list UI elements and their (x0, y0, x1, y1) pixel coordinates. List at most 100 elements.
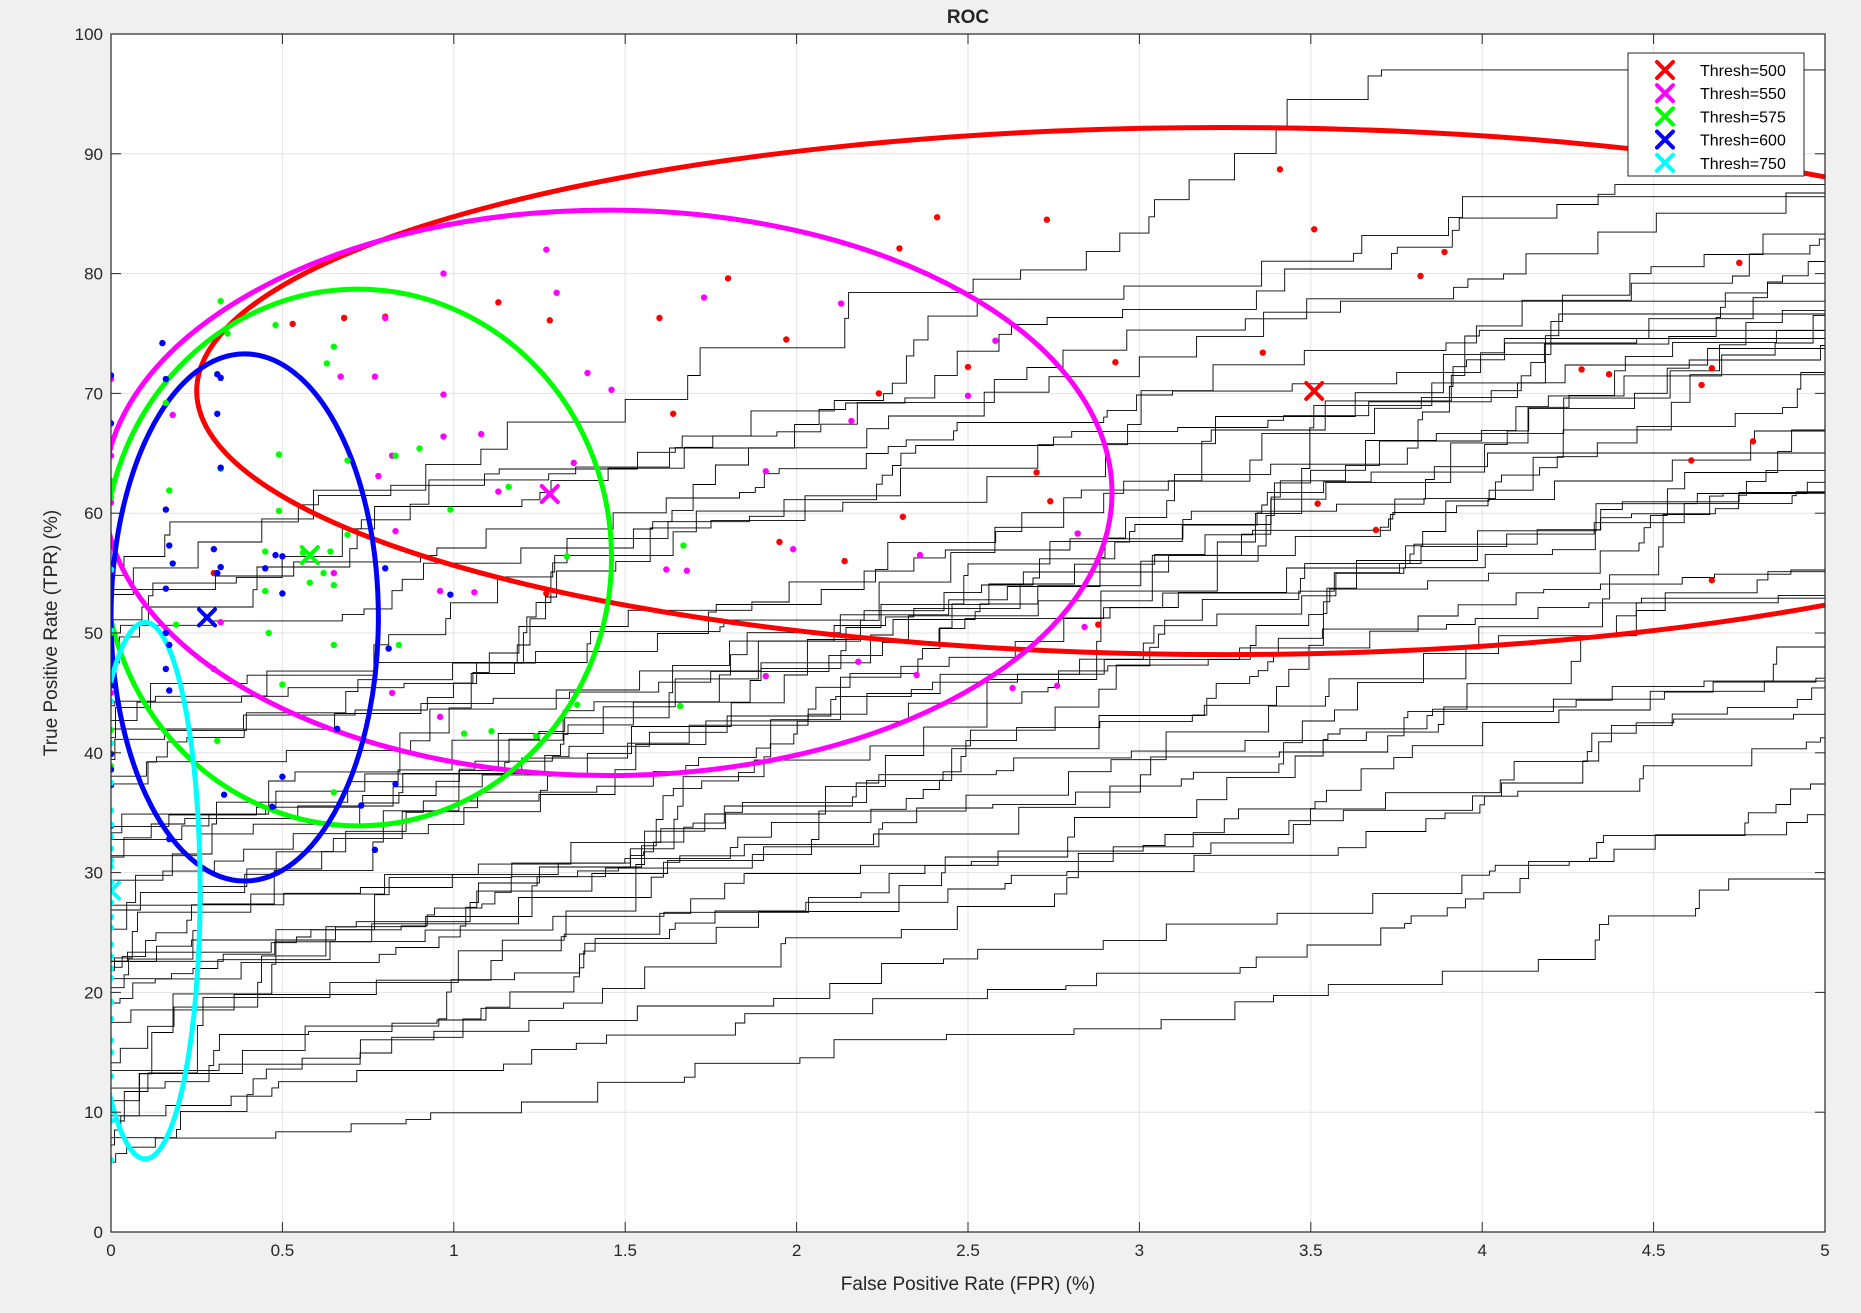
mean-marker-4 (111, 880, 121, 901)
legend-label-4: Thresh=750 (1700, 156, 1786, 173)
roc-curve (111, 261, 1825, 591)
operating-point (111, 965, 115, 972)
roc-curve (111, 282, 1825, 634)
x-tick-label: 4.5 (1642, 1241, 1666, 1260)
operating-point (224, 330, 231, 337)
x-tick-label: 1 (449, 1241, 458, 1260)
operating-point (762, 672, 769, 680)
operating-point (964, 363, 972, 371)
operating-point (899, 513, 907, 520)
operating-point (680, 542, 687, 549)
operating-point (217, 619, 224, 626)
y-tick-label: 80 (84, 265, 103, 284)
operating-point (268, 803, 276, 810)
operating-point (265, 629, 272, 637)
operating-point (1033, 469, 1040, 476)
operating-point (1095, 621, 1102, 628)
operating-point (1708, 577, 1716, 584)
roc-curve (111, 233, 1825, 834)
operating-point (553, 289, 560, 296)
operating-point (111, 1037, 115, 1044)
operating-point (111, 1117, 115, 1124)
operating-point (214, 569, 221, 577)
operating-point (217, 297, 224, 305)
operating-point (388, 689, 396, 697)
operating-point (543, 246, 550, 253)
operating-point (217, 464, 224, 471)
operating-point (111, 477, 115, 485)
operating-point (447, 591, 454, 598)
operating-point (574, 701, 581, 709)
operating-point (440, 391, 447, 398)
roc-curve (111, 430, 1825, 707)
operating-point (289, 320, 296, 328)
operating-point (279, 681, 286, 688)
operating-point (669, 410, 677, 417)
x-tick-label: 5 (1820, 1241, 1829, 1260)
operating-point (111, 807, 115, 814)
operating-point (683, 567, 691, 574)
roc-curve (111, 646, 1825, 1071)
operating-point (279, 773, 286, 780)
operating-point (217, 563, 224, 571)
operating-point (447, 506, 454, 513)
mean-marker-3 (196, 607, 217, 628)
operating-point (169, 411, 176, 419)
operating-point (1112, 359, 1119, 366)
roc-curve (111, 184, 1825, 621)
operating-point (330, 641, 338, 649)
ellipse-thresh-0 (194, 125, 1825, 657)
operating-point (1372, 526, 1380, 534)
operating-point (272, 321, 279, 329)
operating-point (111, 878, 115, 886)
x-tick-label: 3.5 (1299, 1241, 1323, 1260)
operating-point (913, 671, 920, 679)
operating-point (275, 507, 283, 515)
operating-point (358, 802, 365, 809)
operating-point (1698, 381, 1705, 389)
operating-point (111, 1049, 115, 1056)
operating-point (111, 566, 115, 573)
operating-point (495, 488, 502, 495)
operating-point (162, 399, 170, 407)
operating-point (111, 913, 115, 921)
mean-marker-2 (299, 545, 320, 566)
operating-point (460, 730, 468, 737)
y-tick-label: 20 (84, 983, 103, 1002)
operating-point (875, 390, 883, 397)
y-tick-label: 30 (84, 864, 103, 883)
x-tick-label: 0.5 (271, 1241, 295, 1260)
operating-point (789, 545, 797, 553)
y-axis-label: True Positive Rate (TPR) (%) (41, 510, 62, 756)
operating-point (382, 314, 389, 322)
operating-point (762, 468, 769, 475)
operating-point (111, 726, 115, 734)
operating-point (275, 451, 283, 458)
operating-point (306, 579, 314, 586)
operating-point (262, 565, 269, 572)
operating-point (371, 373, 379, 380)
roc-curve (111, 677, 1825, 1004)
operating-point (169, 560, 176, 567)
operating-point (700, 294, 708, 301)
operating-point (340, 314, 348, 322)
operating-point (111, 669, 115, 676)
operating-point (111, 1073, 115, 1080)
roc-curve (111, 878, 1825, 1163)
roc-curve (111, 69, 1825, 595)
operating-point (916, 551, 924, 559)
roc-curve (111, 374, 1825, 1117)
operating-point (395, 641, 403, 649)
operating-point (162, 665, 170, 673)
operating-point (1749, 438, 1757, 445)
operating-point (1578, 366, 1585, 373)
operating-point (111, 580, 115, 588)
operating-point (1605, 371, 1613, 378)
x-tick-label: 4 (1477, 1241, 1486, 1260)
roc-curve (111, 192, 1825, 576)
operating-point (416, 445, 423, 452)
operating-point (392, 780, 399, 788)
ellipse-thresh-4 (111, 619, 203, 1162)
operating-point (344, 531, 351, 538)
